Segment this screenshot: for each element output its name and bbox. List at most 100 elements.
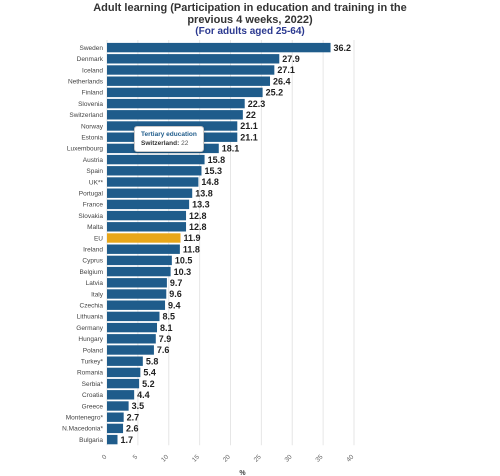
x-axis: 0 5 10 15 20 25 30 35 40%	[101, 453, 356, 476]
category-label: Latvia	[86, 280, 104, 287]
category-label: Italy	[91, 291, 104, 298]
category-label: Turkey*	[81, 359, 104, 366]
bar	[107, 65, 275, 75]
category-label: Portugal	[79, 191, 104, 198]
data-label: 5.4	[143, 368, 156, 378]
data-label: 9.7	[170, 278, 183, 288]
data-label: 10.3	[174, 267, 192, 277]
category-label: Poland	[83, 347, 104, 354]
data-label: 5.8	[146, 356, 159, 366]
category-label: Austria	[83, 157, 104, 164]
category-label: Spain	[86, 168, 103, 175]
category-label: Finland	[82, 90, 104, 97]
x-tick-label: 15	[191, 453, 201, 463]
category-label: Norway	[81, 123, 104, 130]
bar	[107, 390, 135, 400]
data-label: 10.5	[175, 256, 193, 266]
tooltip-title: Tertiary education	[141, 131, 197, 138]
data-label: 2.6	[126, 424, 139, 434]
category-label: Lithuania	[77, 314, 104, 321]
category-label: Greece	[82, 403, 104, 410]
category-label: Hungary	[78, 336, 103, 343]
data-label: 9.4	[168, 300, 181, 310]
category-label: Estonia	[81, 135, 103, 142]
x-tick-label: 35	[314, 453, 324, 463]
bar	[107, 334, 156, 344]
category-label: Montenegro*	[66, 415, 104, 422]
tooltip-value: 22	[181, 140, 189, 147]
data-label: 27.9	[282, 54, 300, 64]
data-label: 4.4	[137, 390, 150, 400]
category-label: Czechia	[80, 303, 104, 310]
bar	[107, 199, 190, 210]
bar	[107, 244, 180, 254]
bar	[107, 278, 167, 288]
category-label: Sweden	[80, 45, 104, 52]
bar	[107, 166, 202, 176]
bar	[107, 154, 205, 165]
bars-layer	[107, 42, 331, 445]
chart-title-line-2: previous 4 weeks, 2022)	[187, 14, 313, 26]
x-tick-label: 0	[101, 453, 109, 461]
data-label: 18.1	[222, 144, 240, 154]
data-label: 22.3	[248, 99, 266, 109]
data-label: 15.8	[208, 155, 226, 165]
chart-subtitle: (For adults aged 25-64)	[195, 26, 305, 37]
data-label: 12.8	[189, 211, 207, 221]
category-label: Netherlands	[68, 79, 104, 86]
category-label: UK**	[89, 179, 104, 186]
chart-title-line-1: Adult learning (Participation in educati…	[93, 2, 407, 14]
data-label: 9.6	[169, 289, 182, 299]
bar	[107, 423, 124, 434]
bar	[107, 311, 160, 322]
bar	[107, 177, 199, 187]
labels-layer: Sweden 36.2 Denmark 27.9 Iceland 27.1 Netherla…	[62, 43, 351, 445]
category-label: N.Macedonia*	[62, 426, 103, 433]
category-label: EU	[94, 235, 103, 242]
data-label: 13.8	[195, 188, 213, 198]
bar	[107, 54, 280, 64]
category-label: Slovakia	[78, 213, 103, 220]
category-label: Romania	[77, 370, 103, 377]
bar	[107, 76, 271, 86]
bar	[107, 356, 143, 366]
x-axis-label: %	[239, 470, 246, 476]
category-label: Ireland	[83, 247, 103, 254]
data-label: 3.5	[132, 401, 145, 411]
category-label: Cyprus	[82, 258, 103, 265]
data-label: 22	[246, 110, 256, 120]
data-label: 26.4	[273, 76, 291, 86]
data-label: 11.8	[183, 244, 200, 254]
category-label: Bulgaria	[79, 437, 103, 444]
category-label: Iceland	[82, 67, 103, 74]
category-label: Malta	[87, 224, 103, 231]
bar	[107, 378, 140, 389]
bar	[107, 233, 181, 243]
data-label: 5.2	[142, 379, 155, 389]
bar	[107, 300, 166, 310]
data-label: 2.7	[127, 412, 140, 422]
x-tick-label: 5	[132, 453, 140, 461]
data-label: 36.2	[334, 43, 352, 53]
bar	[107, 401, 129, 411]
data-label: 12.8	[189, 222, 207, 232]
chart-title-block: Adult learning (Participation in educati…	[40, 2, 460, 38]
category-label: France	[83, 202, 104, 209]
category-label: Croatia	[82, 392, 103, 399]
data-label: 27.1	[277, 65, 295, 75]
bar	[107, 188, 193, 198]
category-label: Belgium	[80, 269, 103, 276]
bar	[107, 110, 243, 120]
data-label: 1.7	[120, 435, 133, 445]
bar	[107, 289, 167, 299]
data-label: 15.3	[204, 166, 222, 176]
data-label: 21.1	[240, 132, 258, 142]
data-label: 7.6	[157, 345, 170, 355]
x-tick-label: 10	[160, 453, 170, 463]
bar	[107, 210, 187, 221]
bar	[107, 87, 263, 98]
x-tick-label: 20	[222, 453, 232, 463]
data-label: 13.3	[192, 200, 210, 210]
bar	[107, 266, 171, 277]
